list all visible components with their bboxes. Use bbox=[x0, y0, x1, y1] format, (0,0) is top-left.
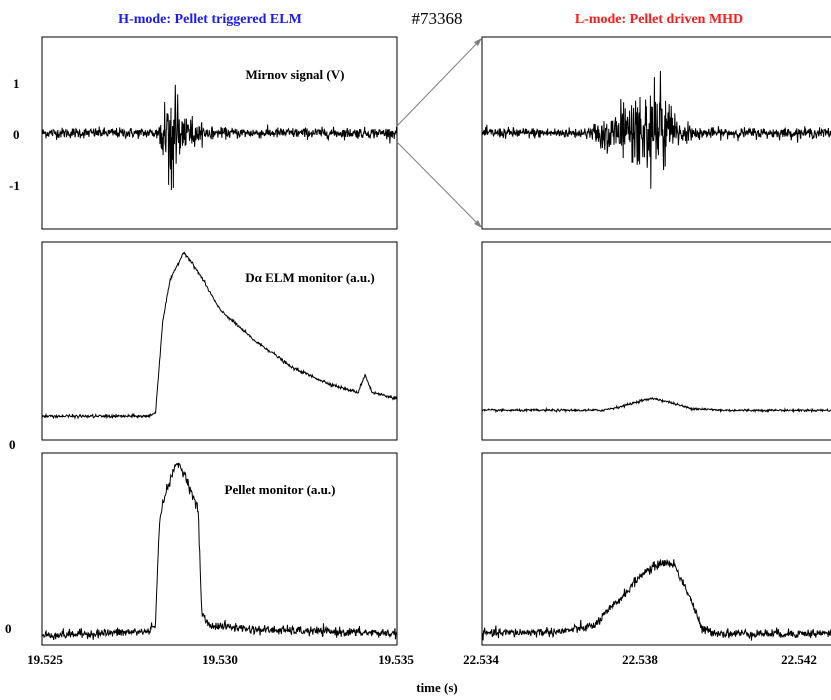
trace-h-mirnov bbox=[41, 84, 398, 191]
trace-l-pellet bbox=[481, 559, 831, 641]
left-title: H-mode: Pellet triggered ELM bbox=[118, 12, 302, 27]
xtick-label: 19.535 bbox=[378, 652, 414, 667]
ytick-label: 0 bbox=[5, 621, 12, 636]
trace-h-dalpha bbox=[41, 251, 398, 420]
trace-l-mirnov bbox=[481, 70, 831, 189]
xtick-label: 19.530 bbox=[202, 652, 238, 667]
right-title: L-mode: Pellet driven MHD bbox=[575, 12, 743, 27]
panel-h-dalpha: Dα ELM monitor (a.u.) 0 bbox=[9, 241, 398, 452]
zoom-arrow bbox=[396, 141, 483, 229]
panel-h-pellet: Pellet monitor (a.u.) 0 19.525 19.530 19… bbox=[5, 452, 414, 667]
panel-label-pellet: Pellet monitor (a.u.) bbox=[225, 482, 336, 497]
panel-l-pellet: 22.534 22.538 22.542 bbox=[463, 452, 831, 667]
xtick-label: 22.542 bbox=[781, 652, 817, 667]
panel-label-mirnov: Mirnov signal (V) bbox=[246, 67, 345, 82]
x-axis-label: time (s) bbox=[416, 680, 458, 695]
zoom-arrows bbox=[396, 37, 483, 229]
zoom-arrowhead bbox=[474, 220, 482, 228]
ytick-label: 1 bbox=[13, 76, 20, 91]
panel-frame bbox=[41, 241, 398, 441]
trace-l-dalpha bbox=[481, 396, 831, 414]
panel-h-mirnov: Mirnov signal (V) 1 0 -1 bbox=[9, 36, 398, 230]
panel-label-dalpha: Dα ELM monitor (a.u.) bbox=[245, 270, 374, 285]
xtick-label: 22.534 bbox=[463, 652, 499, 667]
ytick-label: -1 bbox=[9, 178, 20, 193]
panel-frame bbox=[481, 241, 831, 441]
ytick-label: 0 bbox=[9, 437, 16, 452]
trace-h-pellet bbox=[41, 462, 398, 641]
panel-frame bbox=[41, 452, 398, 646]
shot-number: #73368 bbox=[412, 9, 463, 28]
panel-frame bbox=[481, 452, 831, 646]
xtick-label: 19.525 bbox=[27, 652, 63, 667]
panel-l-dalpha bbox=[481, 241, 831, 441]
zoom-arrowhead bbox=[474, 38, 482, 46]
panel-l-mirnov bbox=[481, 36, 831, 230]
zoom-arrow bbox=[396, 37, 483, 127]
ytick-label: 0 bbox=[13, 127, 20, 142]
xtick-label: 22.538 bbox=[622, 652, 658, 667]
